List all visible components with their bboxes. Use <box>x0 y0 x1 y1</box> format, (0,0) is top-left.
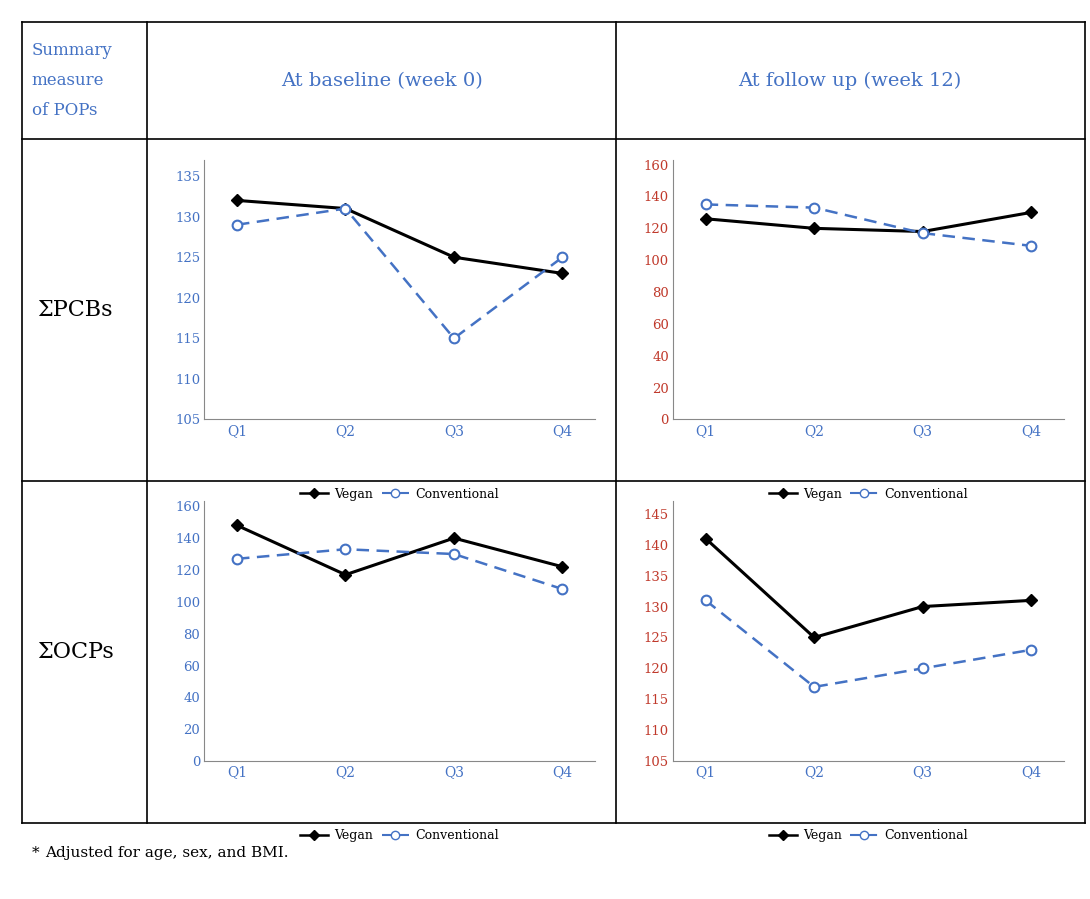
Legend: Vegan, Conventional: Vegan, Conventional <box>764 824 972 848</box>
Legend: Vegan, Conventional: Vegan, Conventional <box>764 483 972 506</box>
Text: At follow up (week 12): At follow up (week 12) <box>739 72 961 90</box>
Text: Summary
measure
of POPs: Summary measure of POPs <box>32 42 112 120</box>
Text: Adjusted for age, sex, and BMI.: Adjusted for age, sex, and BMI. <box>45 846 289 860</box>
Legend: Vegan, Conventional: Vegan, Conventional <box>295 824 504 848</box>
Text: ΣOCPs: ΣOCPs <box>37 641 113 663</box>
Text: At baseline (week 0): At baseline (week 0) <box>280 72 483 90</box>
Text: ΣPCBs: ΣPCBs <box>37 299 112 321</box>
Text: *: * <box>33 846 45 860</box>
Legend: Vegan, Conventional: Vegan, Conventional <box>295 483 504 506</box>
